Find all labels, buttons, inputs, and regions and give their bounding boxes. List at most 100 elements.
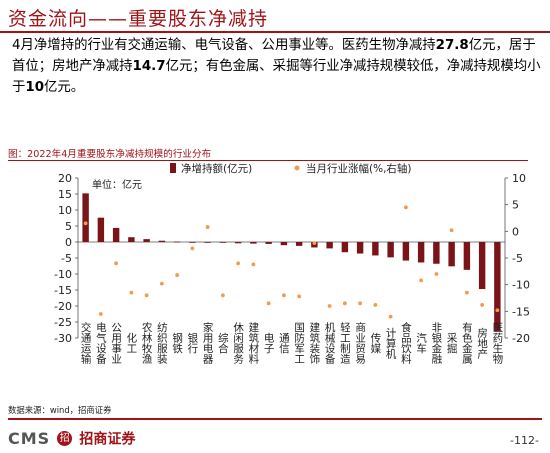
bar bbox=[112, 227, 120, 242]
bar bbox=[341, 242, 349, 253]
left-tick-label: 20 bbox=[58, 172, 72, 185]
company-name: 招商证券 bbox=[79, 431, 136, 448]
data-point bbox=[129, 290, 134, 295]
bar bbox=[295, 242, 303, 246]
right-tick-label: -5 bbox=[512, 252, 523, 265]
industry-chart: 20 15 10 5 0 -5 -10 -15 -20 -25 -30 10 5 0 -5 -10 -15 -2… bbox=[54, 162, 530, 365]
left-tick-label: -25 bbox=[54, 316, 72, 329]
data-point bbox=[83, 221, 88, 226]
chart-caption: 图：2022年4月重要股东净减持规模的行业分布 bbox=[8, 149, 212, 160]
category-label: 农林牧渔 bbox=[141, 321, 153, 365]
data-point bbox=[373, 303, 378, 307]
title-underline bbox=[0, 31, 550, 33]
bar bbox=[82, 193, 89, 242]
data-point bbox=[144, 293, 149, 298]
bar bbox=[478, 242, 486, 290]
summary-text-2: 亿元，居于首位；房地产净减持 bbox=[12, 38, 536, 74]
category-label: 商业贸易 bbox=[354, 321, 366, 365]
data-point bbox=[114, 261, 119, 266]
category-label: 通信 bbox=[278, 333, 290, 355]
data-point bbox=[358, 301, 363, 306]
left-tick-label: -5 bbox=[61, 252, 72, 265]
category-label: 化工 bbox=[125, 332, 137, 354]
category-label: 机械设备 bbox=[324, 321, 336, 365]
summary-text-1: 4月净增持的行业有交通运输、电气设备、公用事业等。医药生物净减持 bbox=[12, 38, 436, 53]
bar bbox=[372, 242, 379, 256]
data-point bbox=[266, 301, 271, 306]
data-point bbox=[480, 303, 485, 307]
data-point bbox=[434, 272, 439, 276]
data-point bbox=[205, 225, 210, 229]
bar bbox=[219, 242, 227, 243]
category-label: 电子 bbox=[263, 332, 275, 354]
data-point bbox=[312, 241, 317, 245]
category-label: 房地产 bbox=[476, 326, 488, 359]
header-bar: 资金流向——重要股东净减持 bbox=[0, 0, 550, 33]
bar bbox=[204, 242, 211, 243]
category-label: 钢铁 bbox=[171, 332, 183, 355]
category-label: 汽车 bbox=[415, 332, 427, 355]
left-tick-label: 10 bbox=[58, 204, 72, 217]
category-label: 交通运输 bbox=[80, 321, 92, 365]
bar bbox=[189, 242, 196, 243]
summary-text-4: 亿元。 bbox=[44, 80, 85, 95]
category-label: 有色金属 bbox=[461, 321, 473, 365]
data-point bbox=[220, 293, 225, 298]
category-label: 医药生物 bbox=[491, 322, 503, 365]
data-point bbox=[388, 314, 393, 319]
category-label: 休闲服务 bbox=[232, 322, 244, 365]
data-point bbox=[175, 273, 180, 277]
data-point bbox=[449, 228, 454, 233]
right-axis: 10 5 0 -5 -10 -15 -20 bbox=[504, 172, 530, 345]
data-point bbox=[495, 308, 500, 313]
category-label: 轻工制造 bbox=[339, 321, 351, 364]
bar bbox=[173, 241, 181, 243]
category-label: 建筑材料 bbox=[247, 321, 259, 365]
bar bbox=[128, 237, 135, 242]
left-tick-label: -30 bbox=[54, 332, 72, 345]
bar bbox=[234, 242, 242, 244]
left-tick-label: -15 bbox=[54, 284, 72, 297]
right-tick-label: -20 bbox=[512, 332, 530, 345]
data-point bbox=[327, 304, 332, 308]
bar bbox=[417, 242, 425, 263]
left-tick-label: 5 bbox=[65, 220, 72, 233]
category-label: 纺织服装 bbox=[156, 321, 168, 365]
bar bbox=[158, 240, 166, 242]
right-tick-label: -10 bbox=[512, 279, 530, 292]
logo-badge-icon: 招 bbox=[57, 431, 73, 446]
data-point bbox=[342, 301, 347, 306]
data-point bbox=[236, 261, 241, 266]
bar bbox=[97, 217, 105, 242]
company-logo: CMS 招 招商证券 bbox=[8, 428, 135, 450]
summary-value-3: 10 bbox=[25, 80, 45, 95]
category-label: 综合 bbox=[217, 332, 229, 355]
category-label: 家用电器 bbox=[202, 321, 214, 365]
summary-value-2: 14.7 bbox=[132, 59, 166, 74]
point-series bbox=[83, 205, 500, 319]
legend-bar-swatch bbox=[170, 163, 176, 173]
category-label: 国防军工 bbox=[293, 322, 305, 364]
bar bbox=[143, 239, 150, 242]
left-tick-label: -20 bbox=[54, 300, 72, 313]
category-label: 非银金融 bbox=[430, 322, 442, 365]
bar bbox=[433, 242, 440, 264]
category-label: 银行 bbox=[186, 332, 198, 355]
chart-caption-rule bbox=[8, 160, 528, 161]
data-point bbox=[190, 246, 195, 251]
data-point bbox=[297, 294, 302, 299]
left-tick-label: 15 bbox=[58, 188, 72, 201]
category-label: 公用事业 bbox=[110, 322, 122, 364]
summary-text-3: 亿元；有色金属、采掘等行业净减持规模较低，净减持规模均小于 bbox=[12, 59, 541, 95]
chart-legend: 净增持额(亿元) 当月行业涨幅(%,右轴) bbox=[170, 162, 412, 175]
bar bbox=[494, 242, 501, 331]
data-point bbox=[98, 312, 103, 316]
data-point bbox=[281, 293, 286, 298]
bar bbox=[265, 242, 272, 244]
category-label: 建筑装饰 bbox=[308, 321, 320, 365]
data-point bbox=[159, 281, 164, 286]
data-point bbox=[419, 278, 424, 283]
legend-point-label: 当月行业涨幅(%,右轴) bbox=[306, 162, 412, 175]
summary-value-1: 27.8 bbox=[435, 38, 469, 53]
legend-point-swatch bbox=[294, 165, 300, 171]
